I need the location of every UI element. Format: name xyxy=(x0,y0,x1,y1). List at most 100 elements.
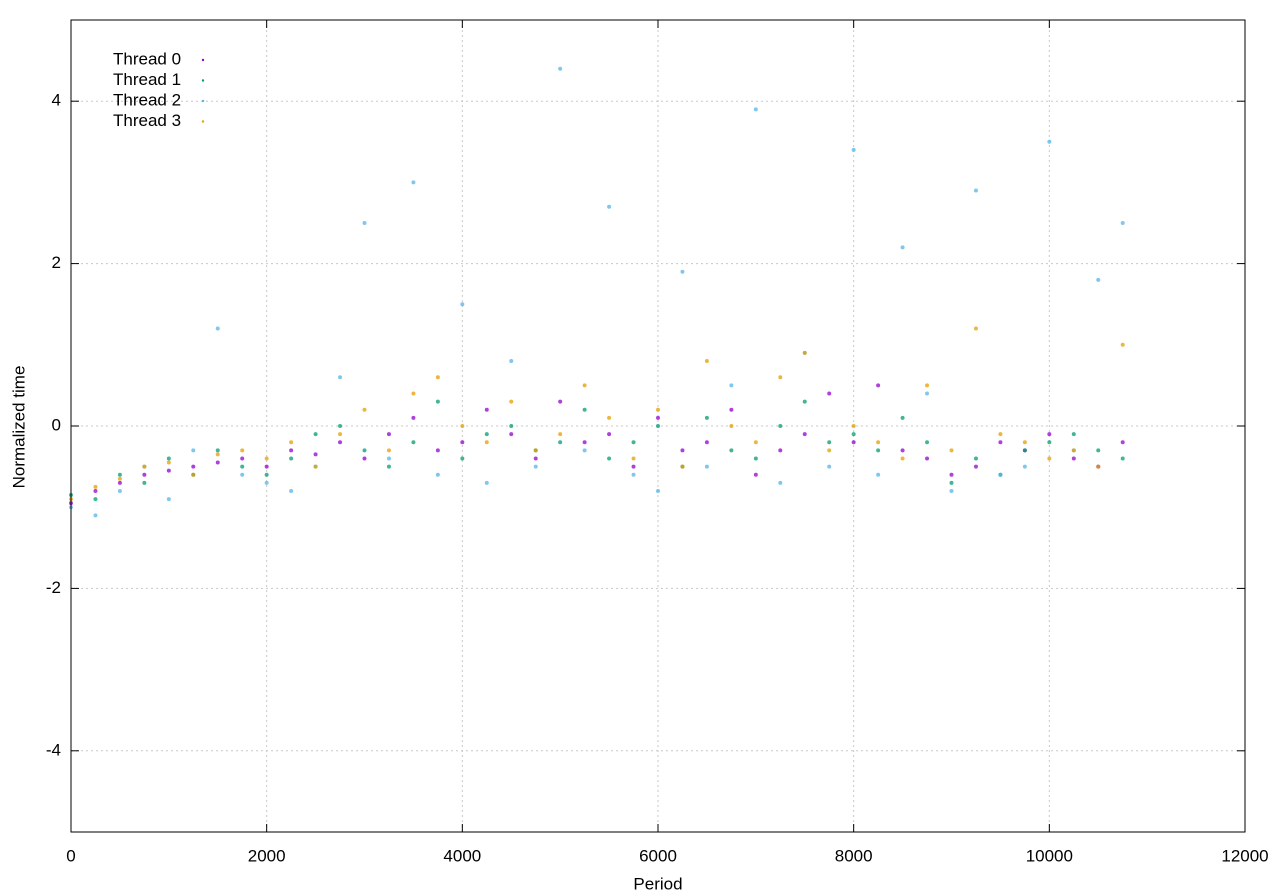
data-point xyxy=(191,464,196,469)
data-point xyxy=(1047,456,1052,461)
data-point xyxy=(900,456,905,461)
data-point xyxy=(386,432,391,437)
data-point xyxy=(631,440,636,445)
data-point xyxy=(240,456,245,461)
data-point xyxy=(386,456,391,461)
data-point xyxy=(778,448,783,453)
data-point xyxy=(998,432,1003,437)
data-point xyxy=(166,460,171,465)
data-point xyxy=(1120,342,1125,347)
data-point xyxy=(1047,432,1052,437)
data-point xyxy=(1120,440,1125,445)
data-point xyxy=(460,424,465,428)
data-point xyxy=(264,480,269,485)
y-tick-label: -4 xyxy=(46,740,61,759)
data-point xyxy=(729,383,734,388)
x-tick-label: 6000 xyxy=(639,846,677,865)
data-point xyxy=(753,440,758,445)
legend-label: Thread 3 xyxy=(113,111,181,130)
data-point xyxy=(435,399,440,404)
data-point xyxy=(1120,456,1125,461)
data-point xyxy=(386,464,391,469)
plot-frame xyxy=(70,19,1246,833)
data-point xyxy=(533,448,538,453)
data-point xyxy=(851,147,856,152)
data-point xyxy=(1022,464,1027,469)
data-point xyxy=(900,448,905,453)
data-point xyxy=(142,464,147,469)
data-point xyxy=(925,440,930,445)
data-point xyxy=(827,440,832,445)
data-point xyxy=(117,472,122,477)
data-point xyxy=(973,464,978,469)
data-point xyxy=(313,432,318,437)
data-point xyxy=(338,440,343,445)
data-point xyxy=(827,448,832,453)
data-point xyxy=(998,472,1003,477)
data-point xyxy=(484,432,489,437)
data-point xyxy=(802,350,807,355)
data-point xyxy=(607,432,612,437)
data-point xyxy=(753,456,758,461)
data-point xyxy=(215,460,220,465)
data-point xyxy=(240,464,245,469)
data-point xyxy=(117,488,122,493)
data-point xyxy=(900,415,905,420)
data-point xyxy=(93,513,98,518)
data-point xyxy=(484,407,489,412)
data-point xyxy=(93,484,98,489)
data-point xyxy=(1047,440,1052,445)
data-point xyxy=(925,456,930,461)
data-point xyxy=(215,326,220,331)
data-point xyxy=(460,440,465,445)
data-point xyxy=(656,407,660,412)
data-point xyxy=(851,424,856,428)
data-point xyxy=(460,456,465,461)
data-point xyxy=(289,440,294,445)
data-point xyxy=(582,383,587,388)
data-point xyxy=(607,456,612,461)
data-point xyxy=(729,424,734,428)
data-point xyxy=(973,456,978,461)
data-point xyxy=(509,432,514,437)
data-point xyxy=(1096,277,1101,282)
data-point xyxy=(191,472,196,477)
data-point xyxy=(851,440,856,445)
data-point xyxy=(656,415,660,420)
legend-swatch xyxy=(201,99,205,103)
data-point xyxy=(704,440,709,445)
data-point xyxy=(117,480,122,485)
x-axis-label: Period xyxy=(633,874,682,893)
data-point xyxy=(93,488,98,493)
legend-label: Thread 1 xyxy=(113,70,181,89)
data-point xyxy=(876,472,881,477)
x-tick-label: 12000 xyxy=(1221,846,1268,865)
data-point xyxy=(827,391,832,396)
data-point xyxy=(631,472,636,477)
data-point xyxy=(1120,221,1125,225)
data-point xyxy=(925,391,930,396)
data-point xyxy=(215,452,220,457)
data-point xyxy=(166,456,171,461)
data-point xyxy=(142,480,147,485)
data-point xyxy=(191,448,196,453)
data-point xyxy=(631,456,636,461)
data-point xyxy=(362,448,367,453)
data-point xyxy=(582,440,587,445)
legend-label: Thread 2 xyxy=(113,90,181,109)
data-point xyxy=(582,448,587,453)
data-point xyxy=(656,488,660,493)
legend-label: Thread 0 xyxy=(113,49,181,68)
data-point xyxy=(338,375,343,380)
data-point xyxy=(362,221,367,225)
data-point xyxy=(876,440,881,445)
data-point xyxy=(729,448,734,453)
data-point xyxy=(1071,456,1076,461)
data-point xyxy=(338,424,343,428)
data-point xyxy=(680,464,685,469)
data-point xyxy=(264,464,269,469)
data-point xyxy=(656,424,660,428)
data-point xyxy=(558,399,563,404)
data-point xyxy=(949,488,954,493)
